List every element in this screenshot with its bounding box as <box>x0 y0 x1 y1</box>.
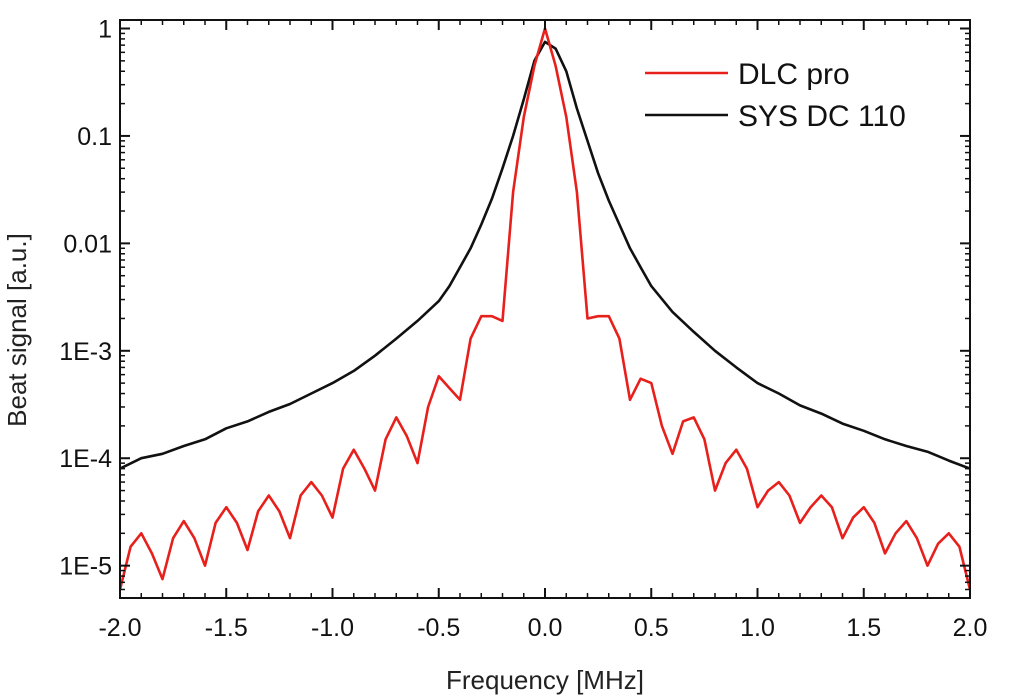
y-tick-label: 0.1 <box>77 123 112 151</box>
y-tick-label: 1 <box>98 16 112 44</box>
series-line-sys-dc-110 <box>120 40 970 470</box>
ticks-layer <box>119 20 971 598</box>
x-tick-label: 1.5 <box>846 614 881 642</box>
x-tick-label: -2.0 <box>98 614 141 642</box>
legend-label: SYS DC 110 <box>738 100 906 133</box>
y-tick-label: 1E-5 <box>59 553 112 581</box>
x-tick-label: -1.5 <box>205 614 248 642</box>
x-axis-title: Frequency [MHz] <box>446 665 644 695</box>
tick-labels-layer: -2.0 -1.5 -1.0 -0.5 0.0 0.5 1.0 1.5 2.0 1E-5 1E-4 1… <box>59 16 987 642</box>
x-tick-label: -0.5 <box>417 614 460 642</box>
x-tick-label: 1.0 <box>740 614 775 642</box>
x-tick-label: 0.5 <box>634 614 669 642</box>
x-tick-label: 2.0 <box>953 614 988 642</box>
x-tick-label: -1.0 <box>311 614 354 642</box>
legend-label: DLC pro <box>738 58 850 91</box>
y-tick-label: 1E-3 <box>59 338 112 366</box>
x-tick-label: 0.0 <box>528 614 563 642</box>
legend: DLC pro SYS DC 110 <box>645 58 906 133</box>
y-axis-title: Beat signal [a.u.] <box>2 233 32 427</box>
y-tick-label: 1E-4 <box>59 445 112 473</box>
y-tick-label: 0.01 <box>63 230 112 258</box>
